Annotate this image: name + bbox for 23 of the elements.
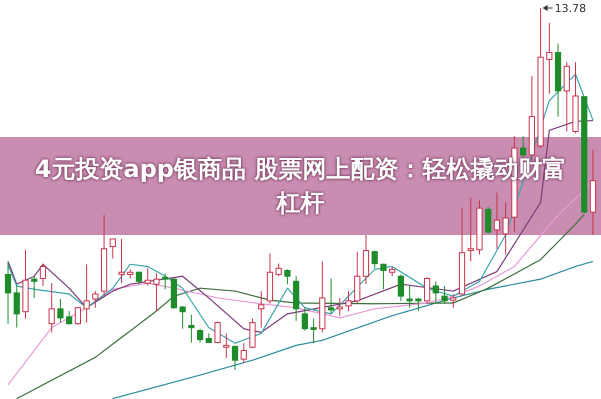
candlestick [468, 196, 474, 262]
candlestick [83, 264, 90, 324]
candlestick [554, 42, 562, 118]
candlestick [258, 290, 264, 328]
candlestick [345, 290, 352, 312]
candlestick [494, 192, 500, 250]
candlestick [546, 22, 552, 94]
candlestick [590, 149, 596, 236]
candlestick [319, 260, 326, 333]
candlestick [188, 314, 194, 343]
candlestick [4, 260, 12, 324]
candlestick [223, 332, 230, 359]
candlestick [48, 282, 55, 333]
candlestick [14, 286, 20, 328]
candlestick [22, 249, 29, 320]
candlestick [293, 276, 300, 322]
candlestick [502, 202, 509, 256]
candlestick [118, 238, 125, 284]
candlestick [100, 214, 108, 297]
candlestick [66, 310, 72, 326]
candlestick [362, 234, 370, 285]
annotation: 13.78 [554, 2, 586, 15]
candlestick [310, 318, 317, 344]
